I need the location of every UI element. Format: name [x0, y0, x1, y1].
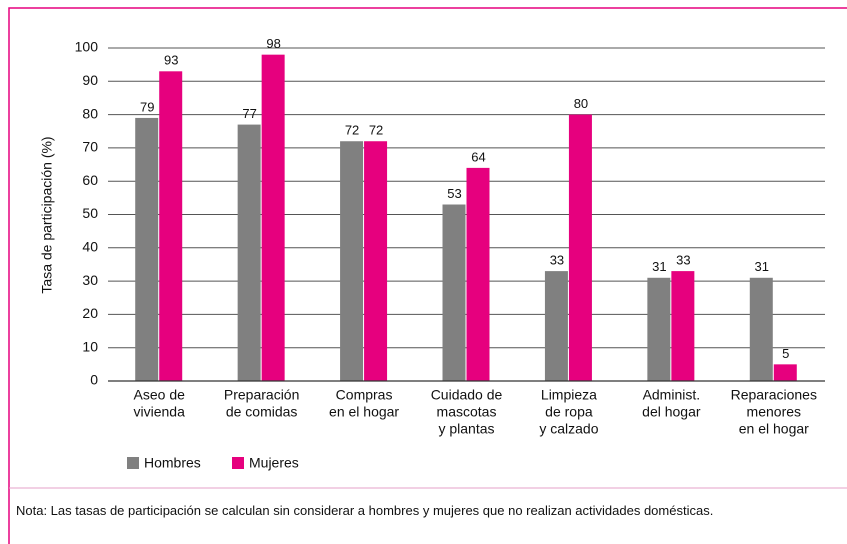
value-label: 33 — [676, 253, 690, 268]
value-label: 72 — [345, 123, 359, 138]
y-tick-label: 30 — [82, 272, 98, 288]
value-label: 31 — [652, 259, 666, 274]
x-tick-label: Limpieza — [541, 387, 597, 403]
x-tick-label: en el hogar — [329, 404, 399, 420]
bar — [749, 277, 773, 381]
value-label: 33 — [550, 253, 564, 268]
x-tick-label: de comidas — [226, 404, 298, 420]
legend-swatch — [232, 457, 244, 469]
value-label: 80 — [574, 96, 588, 111]
bar — [261, 54, 285, 381]
bar — [773, 364, 797, 381]
value-label: 98 — [266, 36, 280, 51]
x-tick-label: y plantas — [438, 421, 494, 437]
value-label: 31 — [755, 259, 769, 274]
legend-label: Hombres — [144, 455, 201, 471]
x-tick-label: Cuidado de — [431, 387, 503, 403]
bar — [159, 71, 183, 381]
bar — [671, 271, 695, 381]
value-label: 93 — [164, 53, 178, 68]
note: Nota: Las tasas de participación se calc… — [16, 503, 714, 518]
bar — [340, 141, 364, 381]
value-label: 53 — [447, 186, 461, 201]
bar — [544, 271, 568, 381]
x-tick-label: vivienda — [134, 404, 186, 420]
value-label: 72 — [369, 123, 383, 138]
bar — [568, 114, 592, 381]
x-tick-label: Aseo de — [134, 387, 186, 403]
value-label: 77 — [242, 106, 256, 121]
bar — [442, 204, 466, 381]
x-tick-label: Administ. — [643, 387, 701, 403]
value-label: 79 — [140, 99, 154, 114]
y-tick-label: 40 — [82, 239, 98, 255]
x-tick-label: Preparación — [224, 387, 300, 403]
y-tick-label: 80 — [82, 105, 98, 121]
y-tick-label: 60 — [82, 172, 98, 188]
y-tick-label: 20 — [82, 305, 98, 321]
value-label: 5 — [782, 346, 789, 361]
value-label: 64 — [471, 149, 485, 164]
y-tick-label: 10 — [82, 338, 98, 354]
legend-swatch — [127, 457, 139, 469]
y-tick-label: 90 — [82, 72, 98, 88]
y-axis-label: Tasa de participación (%) — [39, 136, 55, 293]
y-tick-label: 50 — [82, 205, 98, 221]
y-tick-label: 0 — [90, 372, 98, 388]
x-tick-label: y calzado — [539, 421, 598, 437]
legend-label: Mujeres — [249, 455, 299, 471]
x-tick-label: del hogar — [642, 404, 701, 420]
bar — [135, 117, 159, 382]
frame — [8, 7, 847, 544]
bar — [466, 167, 490, 381]
bar — [237, 124, 261, 381]
x-tick-label: de ropa — [545, 404, 593, 420]
x-tick-label: menores — [747, 404, 801, 420]
x-tick-label: mascotas — [437, 404, 497, 420]
x-tick-label: Compras — [336, 387, 393, 403]
bar — [647, 277, 671, 381]
bar — [364, 141, 388, 381]
y-tick-label: 100 — [75, 39, 99, 55]
y-tick-label: 70 — [82, 139, 98, 155]
x-tick-label: Reparaciones — [731, 387, 817, 403]
x-tick-label: en el hogar — [739, 421, 809, 437]
